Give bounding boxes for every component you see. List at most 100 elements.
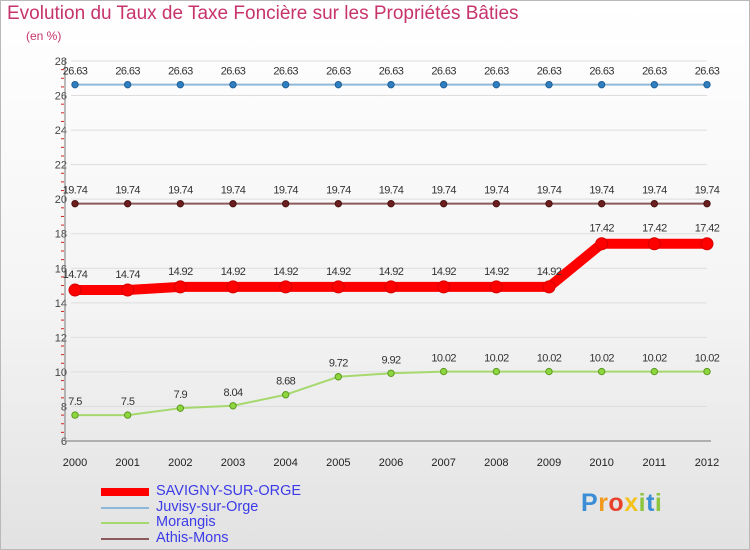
data-point	[595, 237, 609, 251]
data-point	[439, 80, 448, 89]
data-label: 19.74	[484, 185, 509, 197]
data-point	[650, 199, 659, 208]
logo-letter: i	[654, 489, 663, 517]
legend-swatch	[101, 522, 149, 524]
data-label: 26.63	[273, 66, 298, 78]
proxiti-logo: Proxiti	[581, 489, 662, 518]
data-label: 19.74	[115, 185, 140, 197]
legend-swatch	[101, 537, 149, 540]
y-tick-label: 14	[55, 298, 67, 310]
data-label: 26.63	[379, 66, 404, 78]
data-label: 26.63	[484, 66, 509, 78]
data-point	[703, 367, 711, 376]
x-tick-label: 2010	[589, 457, 613, 469]
y-tick-label: 20	[55, 194, 67, 206]
data-point	[545, 80, 553, 89]
data-label: 14.74	[63, 269, 88, 281]
data-label: 14.92	[431, 266, 456, 278]
data-label: 19.74	[379, 185, 404, 197]
x-tick-label: 2008	[484, 457, 508, 469]
data-point	[597, 367, 606, 376]
data-point	[173, 280, 187, 294]
data-label: 19.74	[168, 185, 193, 197]
data-point	[226, 280, 240, 294]
x-tick-label: 2006	[379, 457, 403, 469]
legend-label: Juvisy-sur-Orge	[156, 498, 259, 515]
y-tick-label: 24	[55, 125, 67, 137]
data-point	[700, 237, 714, 251]
legend-swatch	[101, 506, 149, 509]
data-point	[281, 391, 290, 399]
x-tick-label: 2007	[431, 457, 455, 469]
data-point	[597, 80, 606, 89]
data-point	[597, 199, 606, 208]
data-point	[387, 199, 395, 208]
data-label: 8.68	[276, 376, 295, 388]
data-point	[489, 280, 503, 294]
series-morangis: 7.5 7.5 7.9 8.04 8.68 9.72 9.92 10.02 10.02 10.02…	[68, 353, 720, 419]
data-label: 10.02	[642, 353, 667, 365]
data-point	[439, 199, 448, 208]
data-label: 19.74	[326, 185, 351, 197]
data-label: 7.5	[121, 396, 135, 408]
data-point	[545, 199, 553, 208]
y-tick-label: 26	[55, 91, 67, 103]
logo-letter: o	[608, 489, 625, 517]
data-label: 14.92	[537, 266, 562, 278]
data-point	[331, 280, 345, 294]
y-tick-label: 10	[55, 367, 67, 379]
data-label: 10.02	[537, 353, 562, 365]
data-label: 8.04	[223, 387, 242, 399]
data-point	[123, 411, 132, 419]
data-label: 14.74	[115, 269, 140, 281]
data-point	[71, 411, 79, 419]
data-point	[229, 199, 237, 208]
data-point	[176, 199, 185, 208]
data-point	[281, 80, 290, 89]
data-label: 14.92	[168, 266, 193, 278]
data-point	[703, 199, 711, 208]
data-point	[123, 199, 132, 208]
y-tick-label: 28	[55, 56, 67, 68]
data-label: 10.02	[431, 353, 456, 365]
data-label: 26.63	[589, 66, 614, 78]
data-label: 14.92	[221, 266, 246, 278]
data-label: 10.02	[484, 353, 509, 365]
data-point	[71, 199, 79, 208]
data-label: 7.9	[174, 389, 188, 401]
data-label: 17.42	[642, 223, 667, 235]
data-point	[334, 199, 343, 208]
data-point	[647, 237, 661, 251]
data-label: 19.74	[695, 185, 720, 197]
data-label: 10.02	[695, 353, 720, 365]
data-point	[279, 280, 293, 294]
x-tick-label: 2005	[326, 457, 350, 469]
data-point	[281, 199, 290, 208]
data-point	[334, 80, 343, 89]
data-point	[68, 283, 82, 297]
x-tick-label: 2004	[273, 457, 297, 469]
data-point	[176, 404, 185, 412]
data-label: 17.42	[695, 223, 720, 235]
series-juvisy-sur-orge: 26.63 26.63 26.63 26.63 26.63 26.63 26.63 26.63…	[63, 66, 720, 89]
legend-swatch	[101, 488, 149, 496]
data-point	[703, 80, 711, 89]
data-point	[492, 367, 501, 376]
data-point	[650, 80, 659, 89]
logo-letter: t	[646, 489, 655, 517]
data-label: 26.63	[642, 66, 667, 78]
data-label: 10.02	[589, 353, 614, 365]
x-tick-label: 2012	[695, 457, 719, 469]
data-label: 19.74	[431, 185, 456, 197]
data-label: 14.92	[484, 266, 509, 278]
data-label: 26.63	[326, 66, 351, 78]
data-point	[123, 80, 132, 89]
data-point	[545, 367, 553, 376]
data-label: 26.63	[537, 66, 562, 78]
y-tick-label: 16	[55, 263, 67, 275]
x-tick-label: 2011	[643, 457, 667, 469]
logo-letter: x	[624, 489, 639, 517]
data-label: 9.92	[381, 354, 400, 366]
